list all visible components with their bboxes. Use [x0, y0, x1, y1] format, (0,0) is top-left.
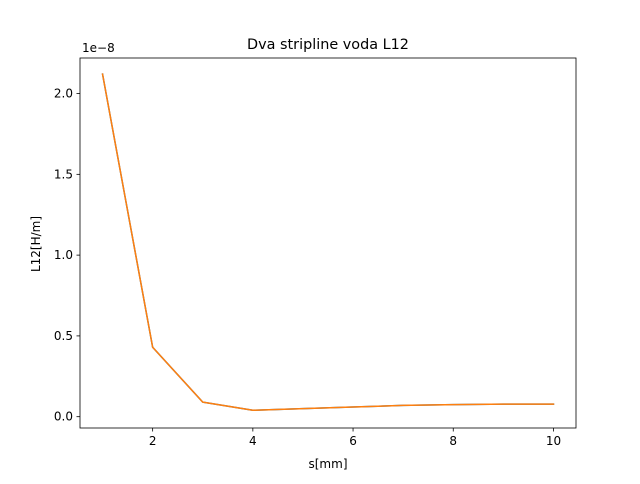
chart-title: Dva stripline voda L12 [247, 37, 409, 53]
plot-area-frame [79, 57, 577, 429]
y-offset-label: 1e−8 [82, 41, 115, 55]
x-tick-label: 6 [349, 434, 357, 448]
series-layer [101, 73, 555, 411]
y-tick-label: 0.0 [54, 410, 73, 424]
x-tick-label: 2 [149, 434, 157, 448]
x-tick-label: 4 [249, 434, 257, 448]
series-line-2 [101, 73, 555, 411]
y-tick-label: 0.5 [54, 329, 73, 343]
x-axis-label: s[mm] [309, 457, 348, 471]
y-axis-label: L12[H/m] [29, 216, 43, 272]
y-tick-label: 1.0 [54, 248, 73, 262]
y-tick-label: 2.0 [54, 87, 73, 101]
axis-ticks: 2 4 6 8 10 0.0 0.5 1.0 1.5 2.0 [54, 87, 561, 448]
x-tick-label: 8 [449, 434, 457, 448]
y-tick-label: 1.5 [54, 167, 73, 181]
x-tick-label: 10 [546, 434, 561, 448]
